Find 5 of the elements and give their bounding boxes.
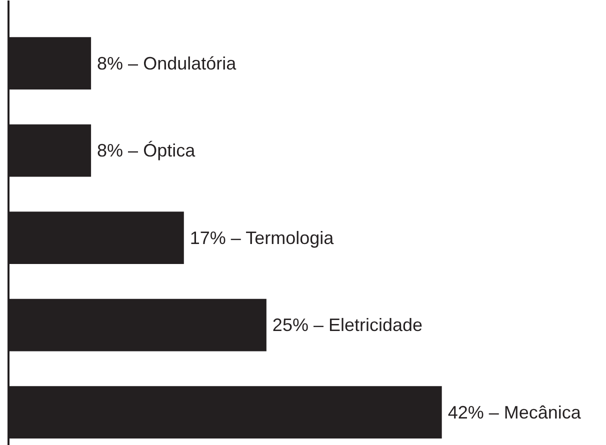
data-label: 42% – Mecânica <box>448 402 582 422</box>
data-label: 17% – Termologia <box>190 228 335 248</box>
data-label: 25% – Eletricidade <box>272 315 423 336</box>
data-label: 8% – Óptica <box>97 140 196 161</box>
data-label: 8% – Ondulatória <box>97 53 238 74</box>
